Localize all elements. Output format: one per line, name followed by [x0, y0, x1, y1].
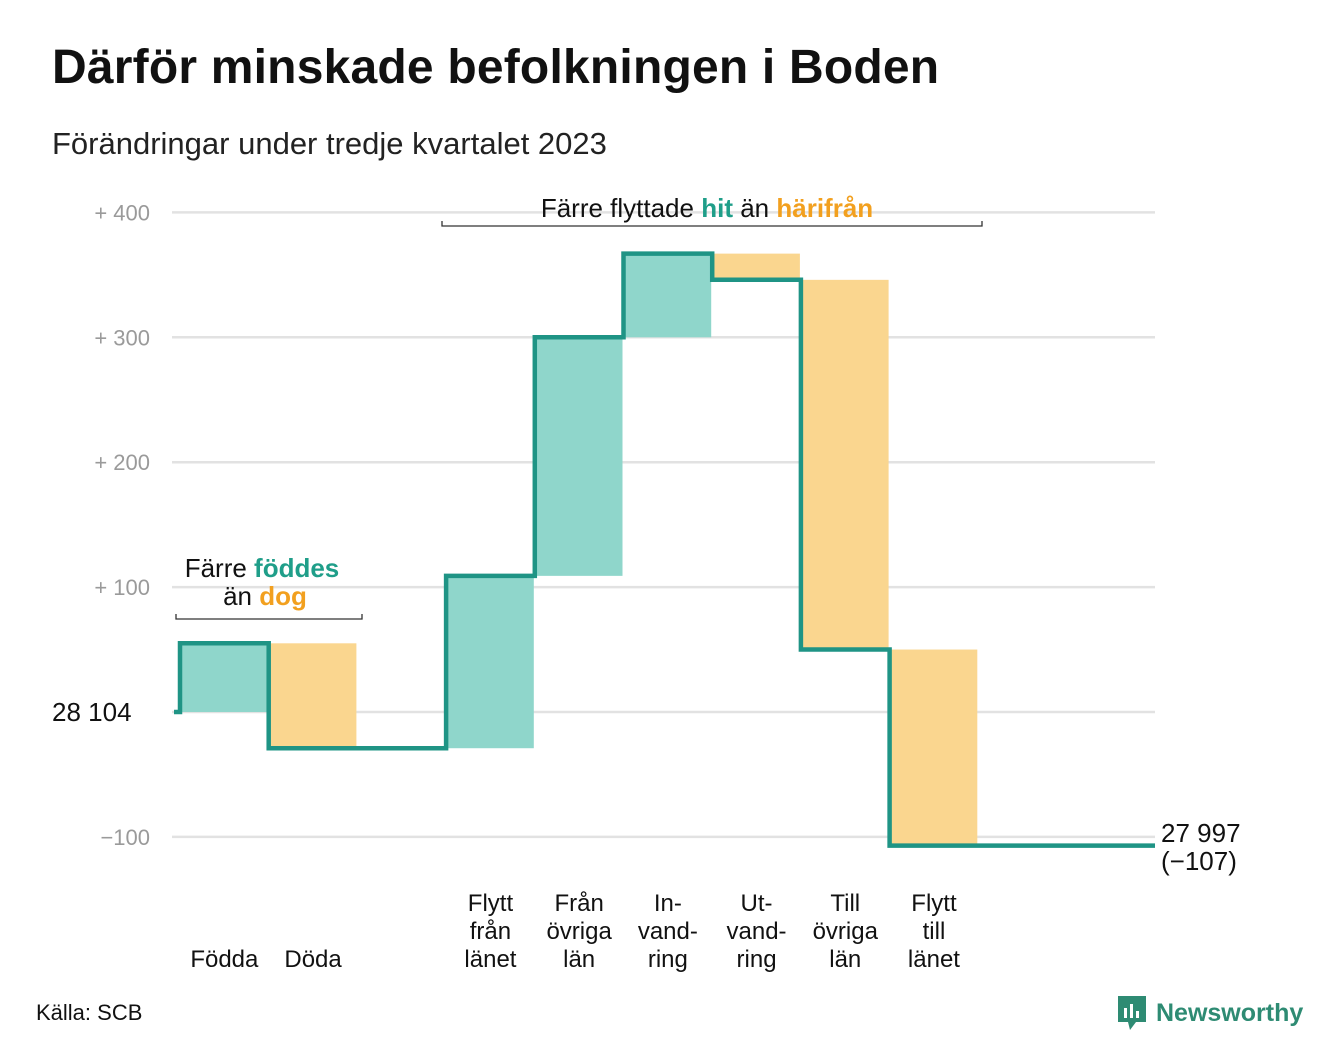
bar-from-county	[447, 575, 534, 749]
annotation-text: Färre	[185, 553, 254, 583]
bar-from-other-counties	[535, 337, 623, 576]
newsworthy-icon	[1118, 996, 1146, 1030]
category-label: vand-	[638, 918, 698, 945]
annotation-text: än	[733, 193, 776, 223]
cumulative-line	[174, 251, 1155, 848]
births-deaths-bracket	[175, 614, 363, 620]
y-tick-label: + 300	[94, 325, 150, 350]
category-label: vand-	[727, 918, 787, 945]
births-deaths-annotation-line2: än dog	[223, 581, 307, 611]
end-value-label: 27 997	[1161, 818, 1241, 848]
category-label: Döda	[284, 946, 342, 973]
annotation-highlight-increase: hit	[701, 193, 733, 223]
labels: Födda DödaFlyttfrånlänetFrånövrigalänIn-v…	[52, 697, 1241, 973]
y-tick-label: −100	[100, 825, 150, 850]
migration-annotation: Färre flyttade hit än härifrån	[541, 193, 873, 223]
net-change-label: (−107)	[1161, 846, 1237, 876]
newsworthy-logo[interactable]: Newsworthy	[1116, 994, 1303, 1032]
category-label: In-	[654, 890, 682, 917]
category-label: Födda	[190, 946, 259, 973]
bar-births	[181, 643, 268, 712]
bar-emigration	[713, 253, 800, 280]
category-label: övriga	[813, 918, 879, 945]
y-tick-label: + 200	[94, 450, 150, 475]
category-label: länet	[908, 946, 960, 973]
start-value-label: 28 104	[52, 697, 132, 727]
category-label: från	[470, 918, 511, 945]
annotation-highlight-decrease: dog	[259, 581, 307, 611]
annotation-text: än	[223, 581, 259, 611]
category-label: län	[563, 946, 595, 973]
bar-immigration	[624, 253, 712, 338]
category-label: till	[923, 918, 946, 945]
annotation-text: Färre flyttade	[541, 193, 701, 223]
y-tick-label: + 100	[94, 575, 150, 600]
category-label: ring	[737, 946, 777, 973]
category-label: Till	[830, 890, 860, 917]
bar-to-county	[890, 649, 978, 846]
category-label: Ut-	[741, 890, 773, 917]
source-label: Källa: SCB	[36, 1000, 143, 1025]
category-label: Från	[554, 890, 603, 917]
category-label: övriga	[546, 918, 612, 945]
category-label: länet	[464, 946, 516, 973]
category-label: ring	[648, 946, 688, 973]
category-label: län	[829, 946, 861, 973]
chart-subtitle: Förändringar under tredje kvartalet 2023	[52, 126, 607, 161]
category-label: Flytt	[468, 890, 514, 917]
migration-bracket	[441, 221, 983, 227]
annotation-highlight-decrease: härifrån	[776, 193, 873, 223]
cumulative-step-line	[174, 251, 1155, 848]
y-tick-label: + 400	[94, 200, 150, 225]
category-label: Flytt	[911, 890, 957, 917]
annotation-highlight-increase: föddes	[254, 553, 339, 583]
births-deaths-annotation-line1: Färre föddes	[185, 553, 340, 583]
bars	[181, 253, 978, 846]
chart-title: Därför minskade befolkningen i Boden	[52, 41, 940, 94]
bar-to-other-counties	[801, 279, 889, 650]
brand-name: Newsworthy	[1156, 998, 1304, 1027]
bar-deaths	[269, 643, 357, 749]
